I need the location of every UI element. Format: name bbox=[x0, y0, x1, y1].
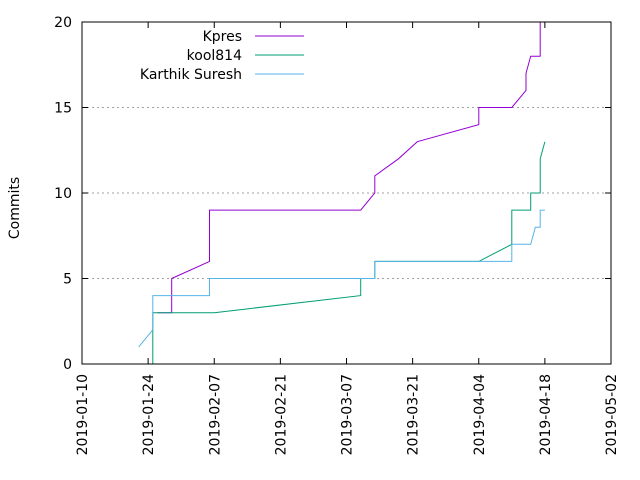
series-line-kpres bbox=[157, 22, 541, 314]
series-line-karthik-suresh bbox=[138, 209, 545, 348]
x-tick-label: 2019-03-21 bbox=[406, 374, 422, 455]
series-lines bbox=[138, 22, 546, 364]
legend-label: Karthik Suresh bbox=[140, 67, 242, 83]
x-tick-label: 2019-04-18 bbox=[538, 374, 554, 455]
y-tick-label: 15 bbox=[54, 101, 72, 117]
legend-label: kool814 bbox=[187, 48, 242, 64]
y-tick-label: 20 bbox=[54, 15, 72, 31]
x-tick-label: 2019-04-04 bbox=[472, 374, 488, 455]
y-tick-label: 5 bbox=[63, 272, 72, 288]
y-tick-label: 10 bbox=[54, 186, 72, 202]
series-line-kool814 bbox=[152, 141, 546, 364]
x-tick-label: 2019-02-21 bbox=[273, 374, 289, 455]
x-tick-label: 2019-01-10 bbox=[75, 374, 91, 455]
x-tick-label: 2019-03-07 bbox=[340, 374, 356, 455]
legend-label: Kpres bbox=[203, 29, 242, 45]
y-axis-label: Commits bbox=[7, 177, 23, 239]
x-tick-label: 2019-05-02 bbox=[604, 374, 620, 455]
y-tick-label: 0 bbox=[63, 357, 72, 373]
grid bbox=[82, 107, 611, 279]
x-tick-label: 2019-01-24 bbox=[141, 374, 157, 455]
axis-ticks: 0 5 10 15 20 2019-01-10 2019-01-24 2019-02-07 20… bbox=[54, 15, 620, 455]
legend: Kpres kool814 Karthik Suresh bbox=[140, 29, 304, 83]
x-tick-label: 2019-02-07 bbox=[207, 374, 223, 455]
